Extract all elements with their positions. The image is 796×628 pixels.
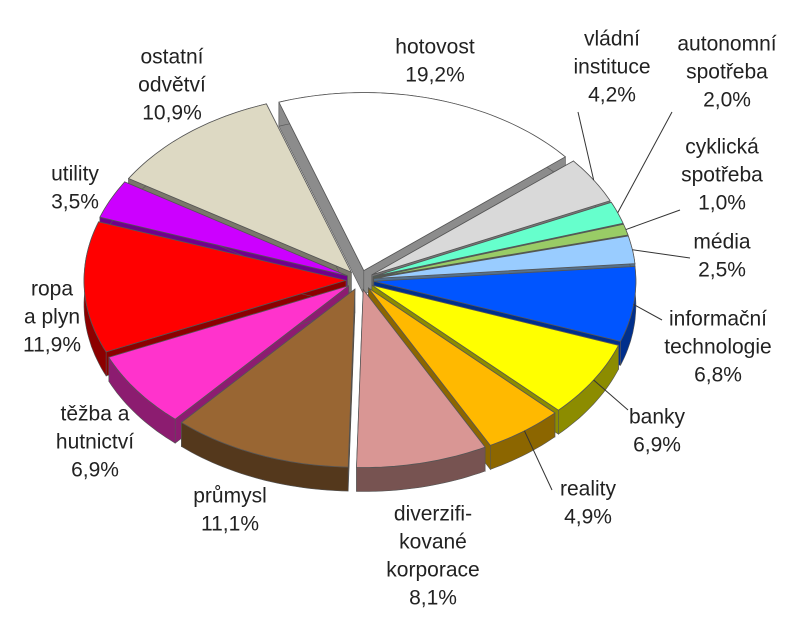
slice: [371, 160, 611, 276]
value-label: 6,9%: [633, 434, 681, 457]
category-label: vládní: [584, 28, 640, 51]
category-label: spotřeba: [681, 164, 763, 187]
slice: [108, 285, 349, 420]
category-label: korporace: [386, 559, 479, 582]
category-label: ropa: [31, 278, 73, 301]
category-label: diverzifi-: [394, 503, 472, 526]
slice: [278, 92, 567, 272]
slice: [99, 181, 348, 277]
value-label: 10,9%: [142, 102, 202, 125]
slice: [180, 288, 356, 468]
slice: [372, 201, 624, 277]
category-label: ostatní: [140, 46, 203, 69]
category-label: hotovost: [395, 36, 475, 59]
category-label: spotřeba: [686, 61, 768, 84]
category-label: informační: [669, 308, 767, 331]
category-label: a plyn: [24, 306, 80, 329]
category-label: banky: [629, 406, 686, 429]
category-label: těžba a: [61, 403, 130, 426]
leader-line: [523, 430, 553, 491]
slice: [371, 284, 620, 411]
category-label: technologie: [664, 336, 771, 359]
leader-line: [632, 249, 691, 259]
category-label: média: [693, 231, 751, 254]
category-label: hutnictví: [56, 431, 134, 454]
category-label: reality: [560, 478, 617, 501]
category-label: cyklická: [685, 136, 759, 159]
leader-line: [577, 111, 595, 181]
category-label: kované: [399, 531, 467, 554]
category-label: instituce: [573, 56, 650, 79]
value-label: 1,0%: [698, 192, 746, 215]
slice: [356, 288, 486, 468]
slice: [83, 221, 348, 353]
value-label: 3,5%: [51, 191, 99, 214]
value-label: 4,9%: [564, 506, 612, 529]
value-label: 11,1%: [201, 513, 259, 536]
value-label: 19,2%: [405, 64, 465, 87]
value-label: 6,8%: [694, 364, 742, 387]
category-label: průmysl: [193, 485, 267, 508]
category-label: odvětví: [138, 74, 206, 97]
category-label: utility: [51, 163, 99, 186]
value-label: 2,0%: [703, 89, 751, 112]
slice: [373, 266, 637, 342]
leader-line: [617, 111, 673, 213]
value-label: 2,5%: [698, 259, 746, 282]
value-label: 6,9%: [71, 459, 119, 482]
value-label: 11,9%: [23, 334, 81, 357]
leader-line: [593, 379, 629, 411]
value-label: 8,1%: [409, 587, 457, 610]
leader-line: [625, 209, 681, 231]
slice: [127, 103, 353, 274]
leader-line: [633, 304, 663, 321]
category-label: autonomní: [677, 33, 776, 56]
value-label: 4,2%: [588, 84, 636, 107]
